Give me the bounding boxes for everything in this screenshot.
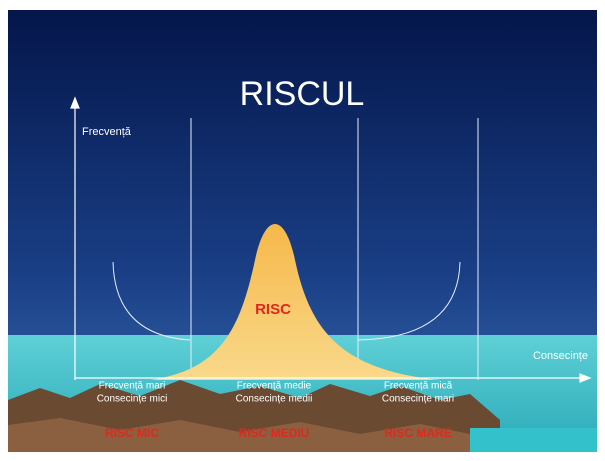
mountains-front	[8, 418, 500, 452]
risk-levels: RISC MIC RISC MEDIU RISC MARE	[105, 426, 452, 440]
zone-line2: Consecințe medii	[236, 394, 313, 405]
risk-level: RISC MIC	[105, 426, 159, 440]
guides	[112, 118, 479, 380]
axes	[70, 96, 592, 383]
zones: Frecvență mari Consecințe mici Frecvență…	[97, 381, 454, 405]
zone-line1: Frecvență medie	[237, 381, 312, 392]
curve-label: RISC	[255, 301, 291, 318]
title: RISCUL	[240, 75, 365, 113]
risk-level: RISC MARE	[384, 426, 451, 440]
zone-line1: Frecvență mică	[384, 381, 453, 392]
zone-line1: Frecvență mari	[99, 381, 166, 392]
risk-level: RISC MEDIU	[239, 426, 310, 440]
y-axis-label: Frecvență	[82, 126, 132, 138]
risk-curve	[150, 224, 440, 380]
x-axis-label: Consecințe	[533, 350, 588, 362]
zone-line2: Consecințe mici	[97, 394, 168, 405]
water-strip	[470, 428, 597, 452]
zone-line2: Consecințe mari	[382, 394, 454, 405]
